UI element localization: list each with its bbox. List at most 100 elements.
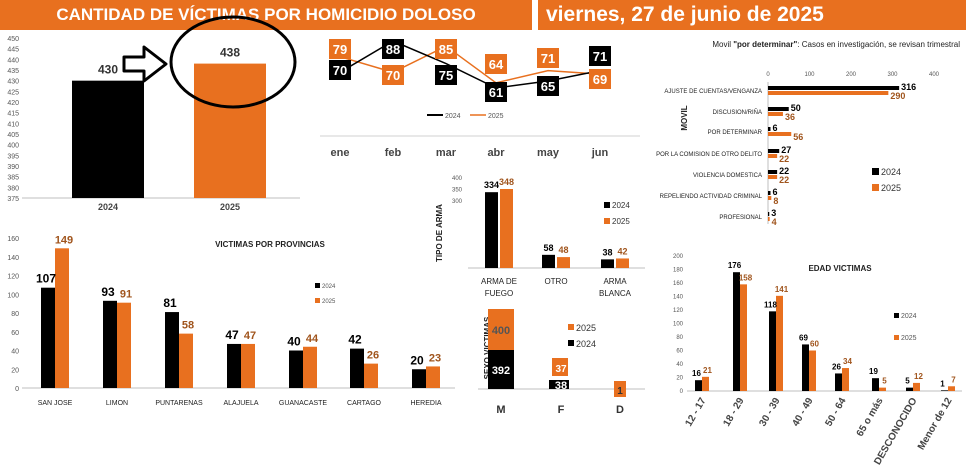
edad-label-2024-18-29: 176 [728, 261, 742, 270]
prov-ytick-140: 140 [7, 255, 19, 262]
mensual-label-2024-abr-box [485, 82, 507, 102]
prov-ytick-160: 160 [7, 236, 19, 243]
arma-label-2024-otro: 58 [543, 243, 553, 253]
total-xtick-2024: 2024 [98, 202, 118, 212]
movil-legend-2024: 2024 [881, 167, 901, 177]
movil-xtick-100: 100 [804, 72, 815, 78]
mensual-label-2024-may: 65 [541, 79, 555, 94]
arma-bar-2025-arma-blanca [616, 258, 629, 268]
total-ytick-395: 395 [7, 153, 19, 160]
arma-legend-swatch-2024 [604, 202, 610, 208]
sexo-legend-swatch-2024 [568, 340, 574, 346]
edad-label-2024-40-49: 69 [799, 333, 808, 342]
mensual-label-2024-ene-box [329, 60, 351, 80]
movil-legend-swatch-2025 [872, 184, 879, 191]
prov-ytick-120: 120 [7, 274, 19, 281]
total-ytick-425: 425 [7, 89, 19, 96]
mensual-line-2025 [339, 45, 601, 84]
movil-label-2025-violencia-domestica: 22 [779, 175, 789, 185]
edad-bar-2025-12-17 [702, 376, 709, 391]
mensual-label-2025-feb-box [382, 65, 404, 85]
edad-label-2025-12-17: 21 [703, 366, 712, 375]
sexo-xtick-f: F [558, 404, 565, 416]
edad-ytick-0: 0 [680, 389, 684, 395]
edad-bar-2024-40-49 [802, 344, 809, 391]
movil-label-2024-violencia-domestica: 22 [779, 166, 789, 176]
edad-bar-2025-menor-de-12 [948, 386, 955, 391]
prov-label-2025-alajuela: 47 [244, 330, 256, 342]
prov-bar-2024-limon [103, 300, 117, 388]
mensual-label-2024-may-box [537, 76, 559, 96]
prov-legend-swatch-2025 [315, 298, 320, 303]
mensual-xtick-abr: abr [487, 147, 505, 159]
edad-legend-2024: 2024 [901, 313, 917, 320]
arma-label-2024-arma-blanca: 38 [602, 247, 612, 257]
mensual-xtick-mar: mar [436, 147, 457, 159]
sexo-label-2024-f: 38 [555, 380, 567, 392]
prov-bar-2025-heredia [426, 366, 440, 388]
highlight-circle [169, 15, 297, 109]
total-xtick-2025: 2025 [220, 202, 240, 212]
date-banner: viernes, 27 de junio de 2025 [538, 0, 966, 30]
edad-ytick-20: 20 [676, 376, 683, 382]
mensual-label-2025-mar-box [435, 39, 457, 59]
movil-xtick-300: 300 [887, 72, 898, 78]
movil-bar-2024-por-la-comision-de-otro-delito [768, 149, 780, 153]
edad-ytick-160: 160 [673, 281, 684, 287]
mensual-label-2024-jun-box [589, 46, 611, 66]
edad-bar-2025-desconocido [913, 382, 920, 391]
prov-label-2025-puntarenas: 58 [182, 320, 194, 332]
mensual-label-2025-abr-box [485, 54, 507, 74]
prov-bar-2024-guanacaste [289, 350, 303, 388]
movil-bar-2024-discusion-rina [768, 107, 789, 111]
prov-legend-2024: 2024 [322, 284, 336, 290]
edad-title: EDAD VICTIMAS [808, 264, 872, 273]
sexo-legend-swatch-2025 [568, 324, 574, 330]
mensual-label-2025-may-box [537, 48, 559, 68]
arma-bar-2025-otro [557, 257, 570, 268]
prov-label-2024-cartago: 42 [348, 333, 362, 347]
prov-bar-2025-puntarenas [179, 333, 193, 388]
edad-label-2025-30-39: 141 [775, 285, 789, 294]
arma-xtick-arma-blanca-1: BLANCA [599, 289, 632, 298]
total-ytick-410: 410 [7, 121, 19, 128]
mensual-label-2025-feb: 70 [386, 68, 400, 83]
total-ytick-450: 450 [7, 36, 19, 43]
mensual-label-2024-abr: 61 [489, 85, 503, 100]
mensual-label-2025-ene: 79 [333, 42, 347, 57]
prov-xtick-san-jose: SAN JOSE [38, 400, 73, 407]
prov-ytick-100: 100 [7, 292, 19, 299]
prov-label-2024-san-jose: 107 [36, 272, 56, 286]
movil-label-2025-por-la-comision-de-otro-delito: 22 [779, 154, 789, 164]
mensual-label-2024-ene: 70 [333, 63, 347, 78]
sexo-label-2025-m: 400 [492, 325, 510, 337]
total-bar-2025 [194, 63, 266, 198]
edad-label-2025-desconocido: 12 [914, 372, 923, 381]
edad-ytick-140: 140 [673, 295, 684, 301]
movil-label-2025-ajuste-de-cuentas-venganza: 290 [890, 91, 905, 101]
movil-bar-2025-por-determinar [768, 132, 792, 136]
arma-ylabel: TIPO DE ARMA [435, 204, 444, 262]
total-bar-label-2024: 430 [98, 63, 118, 77]
prov-bar-2024-puntarenas [165, 312, 179, 388]
movil-label-2025-por-determinar: 56 [793, 132, 803, 142]
total-bar-2024 [72, 80, 144, 198]
total-ytick-430: 430 [7, 79, 19, 86]
edad-ytick-200: 200 [673, 254, 684, 260]
edad-ytick-100: 100 [673, 322, 684, 328]
movil-ytick-discusion-rina: DISCUSION/RIÑA [713, 109, 762, 116]
mensual-label-2025-may: 71 [541, 51, 555, 66]
movil-label-2024-profesional: 3 [771, 208, 776, 218]
movil-xtick-0: 0 [766, 72, 770, 78]
total-ytick-445: 445 [7, 47, 19, 54]
mensual-label-2024-mar-box [435, 65, 457, 85]
arma-bar-2024-otro [542, 254, 555, 268]
movil-bar-2025-ajuste-de-cuentas-venganza [768, 91, 889, 95]
mensual-label-2025-jun: 69 [593, 72, 607, 87]
movil-ytick-ajuste-de-cuentas-venganza: AJUSTE DE CUENTAS/VENGANZA [664, 89, 762, 95]
mensual-label-2025-ene-box [329, 39, 351, 59]
prov-label-2024-heredia: 20 [410, 353, 424, 367]
edad-bar-2024-18-29 [733, 272, 740, 391]
total-ytick-380: 380 [7, 185, 19, 192]
edad-ytick-120: 120 [673, 308, 684, 314]
